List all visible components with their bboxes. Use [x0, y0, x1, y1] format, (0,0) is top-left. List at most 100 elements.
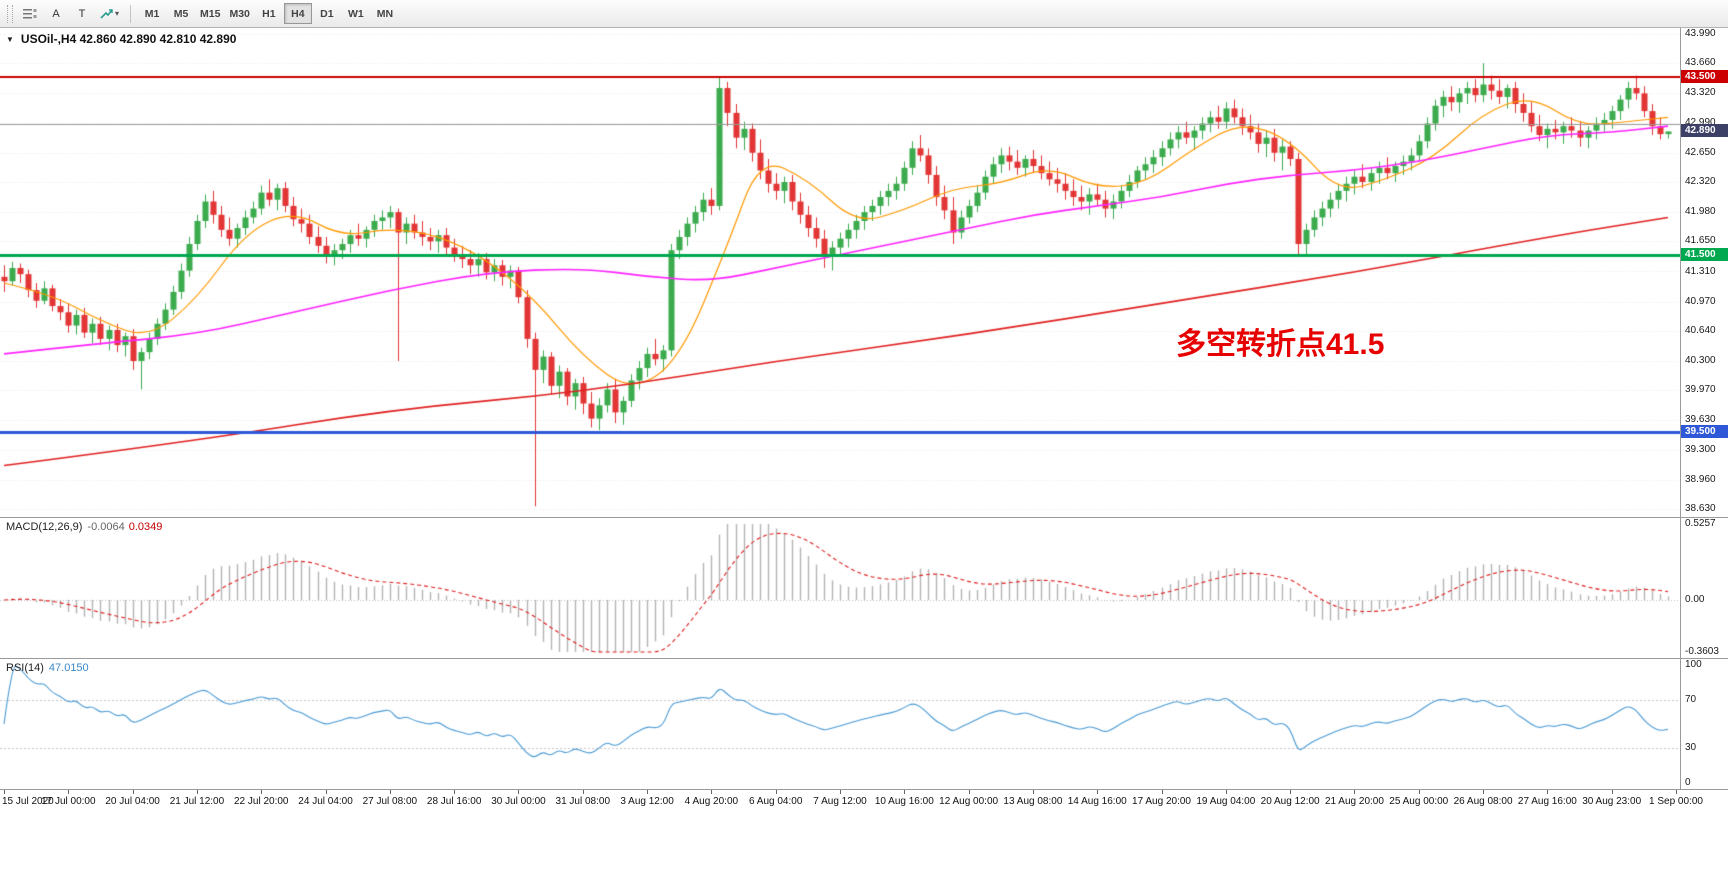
time-axis-label: 12 Aug 00:00	[939, 796, 999, 807]
timeframe-m5[interactable]: M5	[167, 3, 195, 24]
rsi-axis-label: 70	[1685, 694, 1697, 705]
price-axis-label: 40.970	[1685, 295, 1716, 307]
price-axis-label: 40.640	[1685, 324, 1716, 336]
time-tick	[1547, 790, 1548, 794]
macd-canvas[interactable]	[0, 518, 1680, 658]
toolbar-separator	[130, 4, 132, 23]
rsi-axis-label: 0	[1685, 777, 1691, 788]
time-axis-label: 27 Jul 08:00	[362, 796, 418, 807]
time-axis-label: 15 Jul 2020	[2, 796, 54, 807]
macd-axis-label: 0.5257	[1685, 518, 1716, 529]
rsi-axis-label: 100	[1685, 659, 1702, 670]
time-tick	[583, 790, 584, 794]
rsi-axis[interactable]: 100 70 30 0	[1680, 659, 1728, 789]
text-t-button[interactable]: T	[70, 3, 94, 24]
price-axis-label: 39.300	[1685, 443, 1716, 455]
time-axis-label: 30 Aug 23:00	[1582, 796, 1642, 807]
time-axis-label: 1 Sep 00:00	[1649, 796, 1703, 807]
time-axis-label: 24 Jul 04:00	[298, 796, 353, 807]
time-tick	[518, 790, 519, 794]
rsi-name: RSI(14)	[6, 662, 44, 674]
macd-name: MACD(12,26,9)	[6, 521, 83, 533]
price-axis-label: 38.960	[1685, 473, 1716, 485]
price-axis-label: 43.320	[1685, 87, 1716, 99]
timeframe-mn[interactable]: MN	[371, 3, 399, 24]
price-axis-label: 42.990	[1685, 116, 1716, 128]
time-tick	[4, 790, 5, 794]
price-axis-label: 40.300	[1685, 355, 1716, 366]
time-tick	[1033, 790, 1034, 794]
time-tick	[1419, 790, 1420, 794]
main-chart-panel: 43.990 43.660 43.320 42.990 42.650 42.320 41.9…	[0, 28, 1728, 517]
time-axis-label: 31 Jul 08:00	[555, 796, 611, 807]
time-axis-label: 25 Aug 00:00	[1389, 796, 1449, 807]
time-tick	[197, 790, 198, 794]
time-tick	[840, 790, 841, 794]
price-axis-label: 43.990	[1685, 28, 1716, 39]
time-tick	[1612, 790, 1613, 794]
time-axis-label: 30 Jul 00:00	[491, 796, 546, 807]
macd-label: MACD(12,26,9) -0.0064 0.0349	[6, 521, 162, 533]
timeframe-h1[interactable]: H1	[255, 3, 283, 24]
price-axis-label: 41.310	[1685, 265, 1716, 277]
time-tick	[133, 790, 134, 794]
price-level-tag: 39.500	[1681, 424, 1728, 438]
timeframe-w1[interactable]: W1	[342, 3, 370, 24]
price-chart-canvas[interactable]	[0, 28, 1680, 517]
rsi-panel: 100 70 30 0 RSI(14) 47.0150	[0, 658, 1728, 789]
time-tick	[904, 790, 905, 794]
time-tick	[969, 790, 970, 794]
rsi-label: RSI(14) 47.0150	[6, 662, 89, 674]
time-tick	[1676, 790, 1677, 794]
timeframe-d1[interactable]: D1	[313, 3, 341, 24]
timeframe-toolbar: M1 M5 M15 M30 H1 H4 D1 W1 MN	[138, 3, 399, 24]
annotate-a-button[interactable]: A	[44, 3, 68, 24]
timeframe-h4[interactable]: H4	[283, 3, 312, 24]
macd-axis[interactable]: 0.5257 0.00 -0.3603	[1680, 518, 1728, 658]
chart-title-text: USOil-,H4 42.860 42.890 42.810 42.890	[20, 32, 237, 46]
rsi-axis-label: 30	[1685, 742, 1697, 753]
time-axis-label: 10 Aug 16:00	[874, 796, 934, 807]
top-toolbar: A T ▾ M1 M5 M15 M30 H1 H4 D1 W1 MN	[0, 0, 1728, 28]
time-tick	[261, 790, 262, 794]
collapse-triangle-icon[interactable]: ▼	[6, 34, 14, 44]
timeframe-m30[interactable]: M30	[225, 3, 253, 24]
dropdown-caret-icon: ▾	[115, 9, 120, 18]
time-axis-label: 27 Aug 16:00	[1517, 796, 1577, 807]
price-axis-label: 39.970	[1685, 384, 1716, 396]
price-axis-label: 38.630	[1685, 503, 1716, 514]
price-axis-label: 42.320	[1685, 175, 1716, 187]
objects-dropdown-button[interactable]: ▾	[96, 3, 123, 24]
time-axis-label: 20 Jul 04:00	[105, 796, 160, 807]
time-axis-label: 13 Aug 08:00	[1003, 796, 1063, 807]
macd-signal-value: 0.0349	[128, 521, 163, 533]
time-tick	[1483, 790, 1484, 794]
price-axis-label: 41.980	[1685, 206, 1716, 218]
time-tick	[1097, 790, 1098, 794]
rsi-value: 47.0150	[48, 662, 89, 674]
price-axis[interactable]: 43.990 43.660 43.320 42.990 42.650 42.320 41.9…	[1680, 28, 1728, 517]
timeframe-m1[interactable]: M1	[138, 3, 166, 24]
rsi-canvas[interactable]	[0, 659, 1680, 789]
macd-main-value: -0.0064	[87, 521, 125, 533]
toolbar-grip[interactable]	[7, 4, 13, 23]
timeframe-m15[interactable]: M15	[196, 3, 224, 24]
time-tick	[711, 790, 712, 794]
time-tick	[1354, 790, 1355, 794]
trend-arrow-icon	[100, 8, 113, 19]
time-axis-label: 19 Aug 04:00	[1196, 796, 1256, 807]
time-axis-label: 21 Jul 12:00	[169, 796, 225, 807]
time-tick	[647, 790, 648, 794]
macd-axis-label: 0.00	[1685, 593, 1705, 605]
time-tick	[390, 790, 391, 794]
time-axis-label: 20 Aug 12:00	[1260, 796, 1320, 807]
chart-list-icon[interactable]	[18, 3, 42, 24]
price-level-tag: 43.500	[1681, 70, 1728, 84]
time-axis-label: 3 Aug 12:00	[620, 796, 674, 807]
time-axis[interactable]: 15 Jul 2020 17 Jul 00:00 20 Jul 04:00 21 Ju…	[0, 789, 1728, 811]
macd-axis-label: -0.3603	[1685, 646, 1719, 657]
time-tick	[1290, 790, 1291, 794]
time-axis-label: 14 Aug 16:00	[1067, 796, 1127, 807]
time-axis-label: 6 Aug 04:00	[748, 796, 803, 807]
